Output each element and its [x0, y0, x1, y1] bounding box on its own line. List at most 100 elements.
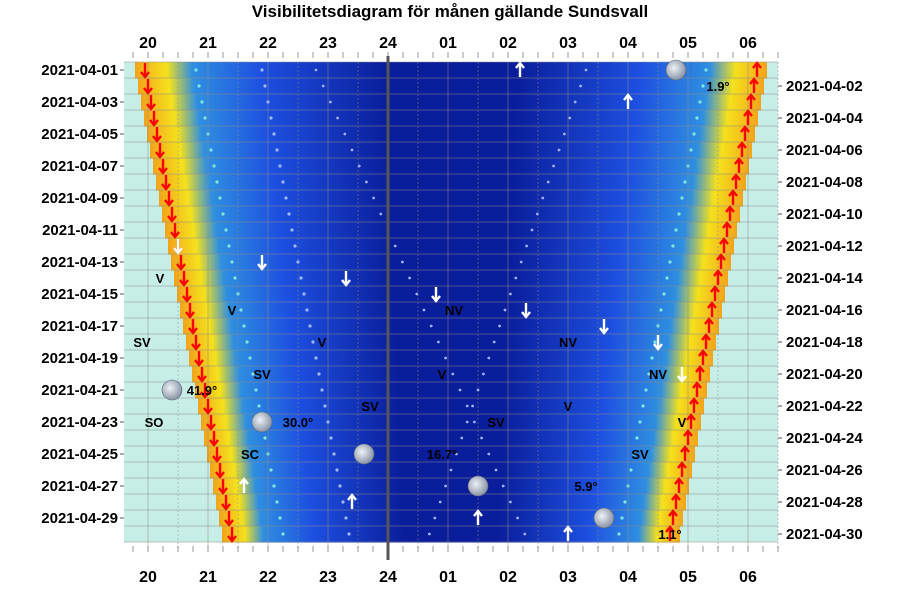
night-band-day	[138, 78, 764, 95]
path-dot	[341, 500, 345, 504]
date-label-right: 2021-04-30	[786, 526, 863, 543]
path-dot	[632, 452, 636, 456]
moonset-arrow	[677, 367, 687, 383]
hour-label: 04	[619, 35, 637, 52]
path-dot	[314, 68, 318, 72]
grid	[124, 52, 779, 552]
direction-label: SV	[253, 367, 271, 382]
path-dot	[683, 180, 687, 184]
night-band-day	[204, 430, 698, 447]
moonset-arrow	[653, 335, 663, 351]
path-dot	[473, 420, 476, 424]
moonset-arrow	[257, 255, 267, 271]
night-band-day	[144, 110, 758, 127]
path-dot	[393, 244, 397, 248]
moon-icon	[665, 59, 687, 81]
altitude-label: 1.9°	[706, 79, 729, 94]
sunset-arrow	[182, 287, 192, 303]
path-dot	[501, 484, 505, 488]
date-label-right: 2021-04-14	[786, 270, 863, 287]
date-label-right: 2021-04-10	[786, 206, 863, 223]
path-dot	[343, 132, 347, 136]
path-dot	[665, 276, 669, 280]
date-label-left: 2021-04-01	[41, 62, 118, 79]
path-dot	[227, 244, 231, 248]
sunset-arrow	[197, 367, 207, 383]
date-label-left: 2021-04-19	[41, 350, 118, 367]
sunrise-arrow	[674, 477, 684, 493]
sunrise-arrow	[743, 109, 753, 125]
path-dot	[514, 276, 518, 280]
path-dot	[487, 356, 491, 360]
path-dot	[218, 196, 222, 200]
sunset-arrow	[176, 255, 186, 271]
path-dot	[617, 532, 621, 536]
path-dot	[680, 196, 684, 200]
path-dot	[653, 340, 657, 344]
path-dot	[347, 532, 351, 536]
path-dot	[487, 452, 491, 456]
path-dot	[480, 436, 483, 440]
path-dot	[317, 372, 321, 376]
direction-label: NV	[445, 303, 463, 318]
sunrise-arrow	[680, 445, 690, 461]
moon-icon	[353, 443, 375, 465]
sunset-arrow	[185, 303, 195, 319]
path-dot	[568, 116, 572, 120]
sunset-arrow	[218, 479, 228, 495]
night-band-day	[153, 158, 749, 175]
date-label-left: 2021-04-23	[41, 414, 118, 431]
moonset-arrow	[521, 303, 531, 319]
path-dot	[433, 516, 437, 520]
sunset-arrow	[215, 463, 225, 479]
altitude-label: 30.0°	[283, 415, 314, 430]
date-label-right: 2021-04-04	[786, 110, 863, 127]
sunrise-arrow	[668, 509, 678, 525]
hour-label: 06	[739, 569, 757, 586]
chart-title: Visibilitetsdiagram för månen gällande S…	[251, 2, 649, 21]
path-dot	[552, 164, 555, 168]
direction-label: SV	[487, 415, 505, 430]
night-band-day	[165, 222, 737, 239]
path-dot	[530, 228, 534, 232]
path-dot	[263, 84, 267, 88]
direction-label: V	[156, 271, 165, 286]
sunset-arrow	[152, 127, 162, 143]
night-band-day	[186, 334, 716, 351]
path-dot	[573, 100, 577, 104]
sunset-arrow	[170, 223, 180, 239]
path-dot	[704, 68, 708, 72]
sun-arrows	[140, 61, 762, 543]
sunset-arrow	[206, 415, 216, 431]
path-dot	[278, 164, 282, 168]
path-dot	[320, 388, 324, 392]
date-label-left: 2021-04-15	[41, 286, 118, 303]
path-dot	[644, 388, 648, 392]
path-dot	[372, 196, 375, 200]
direction-label: V	[678, 415, 687, 430]
moonset-arrow	[341, 271, 351, 287]
direction-label: NV	[559, 335, 577, 350]
sunrise-arrow	[737, 141, 747, 157]
path-dot	[647, 372, 651, 376]
path-dot	[677, 212, 681, 216]
hour-label: 21	[199, 569, 217, 586]
path-dot	[620, 516, 624, 520]
sunrise-arrow	[701, 333, 711, 349]
date-label-left: 2021-04-03	[41, 94, 118, 111]
hour-label: 02	[499, 569, 517, 586]
path-dot	[365, 180, 368, 184]
date-label-left: 2021-04-07	[41, 158, 118, 175]
date-label-right: 2021-04-12	[786, 238, 863, 255]
sunrise-arrow	[692, 381, 702, 397]
hour-label: 05	[679, 35, 697, 52]
direction-label: SC	[241, 447, 260, 462]
moonrise-arrow	[89, 461, 99, 477]
night-band-day	[192, 366, 710, 383]
path-dot	[233, 276, 237, 280]
path-dot	[338, 484, 342, 488]
sunset-arrow	[188, 319, 198, 335]
path-dot	[451, 372, 455, 376]
sunrise-arrow	[731, 173, 741, 189]
path-dot	[509, 292, 512, 296]
